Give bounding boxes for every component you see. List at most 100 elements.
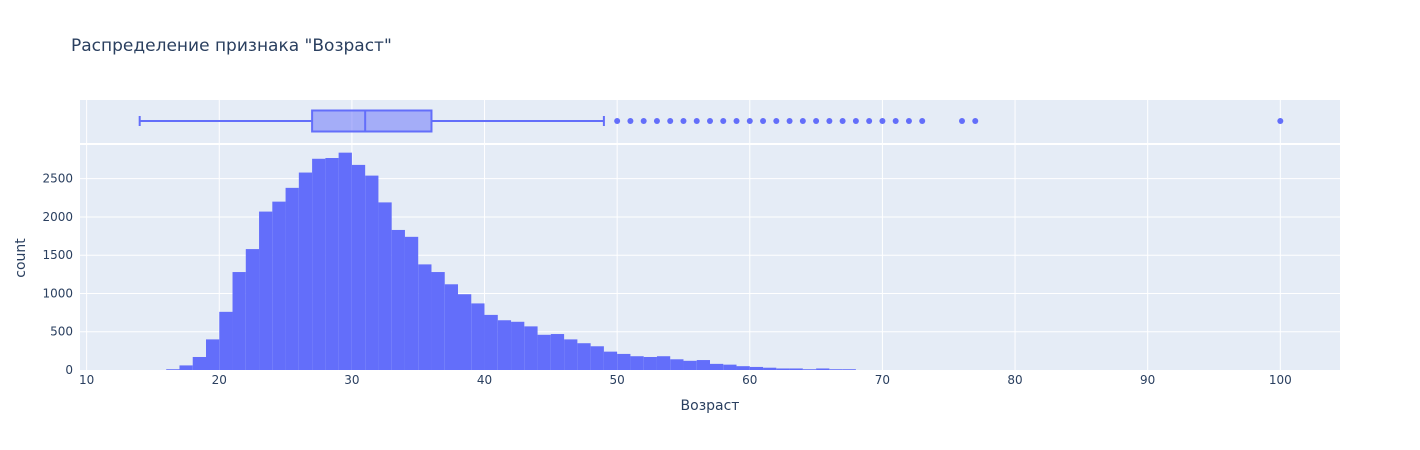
y-tick-label: 500	[50, 325, 73, 339]
y-tick-label: 1500	[42, 248, 73, 262]
histogram-bar	[497, 320, 512, 370]
box-outlier-point	[667, 118, 674, 124]
histogram-bar	[444, 284, 458, 370]
histogram-bar	[617, 353, 631, 370]
histogram-bar	[166, 369, 180, 370]
x-tick-label: 20	[212, 373, 227, 387]
histogram-bar	[285, 187, 299, 370]
y-tick-label: 2500	[42, 172, 73, 186]
box-outlier-point	[786, 118, 793, 124]
box-outlier-point	[839, 118, 846, 124]
histogram-bar	[471, 303, 485, 370]
box-outlier-point	[773, 118, 780, 124]
histogram-bar	[351, 164, 366, 370]
x-axis-label: Возраст	[681, 398, 740, 414]
box-outlier-point	[627, 118, 634, 124]
histogram-bar	[484, 314, 498, 370]
histogram-bar	[179, 365, 193, 370]
histogram-bar	[564, 339, 578, 370]
histogram-bar	[192, 356, 206, 370]
box-outlier-point	[640, 118, 647, 124]
box-outlier-point	[614, 118, 621, 124]
box-outlier-point	[707, 118, 713, 124]
histogram-bar	[776, 368, 790, 370]
box-outlier-point	[866, 118, 873, 124]
x-tick-label: 30	[344, 373, 359, 387]
histogram-bars	[166, 152, 856, 370]
histogram-bar	[749, 366, 764, 370]
histogram-bar	[259, 211, 273, 370]
box-outlier-point	[733, 118, 740, 124]
x-tick-label: 40	[477, 373, 492, 387]
x-axis-ticks: 10 20 30 40 50 60 70 80 90 100	[79, 373, 1292, 387]
histogram-bar	[378, 202, 392, 370]
box-outlier-point	[720, 118, 727, 124]
histogram-bar	[232, 272, 246, 370]
histogram-bar	[683, 360, 697, 370]
histogram-bar	[365, 175, 379, 370]
histogram-bar	[656, 356, 671, 370]
box-outlier-point	[892, 118, 899, 124]
histogram-bar	[590, 346, 604, 370]
histogram-bar	[816, 368, 830, 370]
histogram-bar	[391, 229, 405, 370]
box-outlier-point	[826, 118, 833, 124]
histogram-bar	[802, 369, 817, 370]
histogram-bar	[325, 158, 339, 370]
x-tick-label: 100	[1269, 373, 1292, 387]
histogram-bar	[272, 201, 286, 370]
y-axis-label: count	[13, 238, 29, 278]
histogram-bar	[431, 272, 445, 370]
histogram-bar	[723, 364, 737, 370]
x-tick-label: 90	[1140, 373, 1155, 387]
histogram-bar	[736, 366, 750, 370]
histogram-bar	[458, 294, 472, 370]
histogram-bar	[418, 264, 432, 370]
box-outlier-point	[760, 118, 767, 124]
x-tick-label: 70	[875, 373, 890, 387]
box-outlier-point	[813, 118, 820, 124]
histogram-bar	[206, 339, 220, 370]
x-tick-label: 50	[610, 373, 625, 387]
box-plot	[138, 109, 1284, 133]
box-outlier-point	[852, 118, 859, 124]
box-outlier-point	[879, 118, 886, 124]
histogram-bar	[710, 363, 724, 370]
box-outlier-point	[919, 118, 926, 124]
histogram-bar	[511, 321, 525, 370]
box-outlier-point	[693, 118, 700, 124]
histogram-bar	[298, 172, 313, 370]
y-tick-label: 0	[65, 363, 73, 377]
box-outlier-point	[653, 118, 660, 124]
box-outlier-point	[680, 118, 687, 124]
histogram-bar	[789, 368, 803, 370]
x-tick-label: 10	[79, 373, 94, 387]
x-tick-label: 80	[1007, 373, 1022, 387]
box-outlier-point	[1277, 118, 1284, 124]
x-tick-label: 60	[742, 373, 757, 387]
y-tick-label: 2000	[42, 210, 73, 224]
box-outlier-point	[905, 118, 912, 124]
box-outlier-point	[746, 118, 753, 124]
y-tick-label: 1000	[42, 286, 73, 300]
histogram-bar	[537, 334, 551, 370]
box-outlier-point	[972, 118, 979, 124]
histogram-bar	[829, 369, 843, 370]
histogram-bar	[670, 359, 684, 370]
box-outlier-point	[959, 118, 965, 124]
box-outlier-point	[799, 118, 806, 124]
y-axis-ticks: 0 500 1000 1500 2000 2500	[42, 172, 73, 377]
chart-title: Распределение признака "Возраст"	[71, 36, 392, 56]
histogram-bar	[577, 343, 591, 370]
histogram-bar	[763, 367, 777, 370]
box-iqr	[311, 109, 433, 133]
histogram-bar	[630, 356, 644, 370]
histogram-bar	[404, 236, 419, 370]
histogram-bar	[842, 369, 856, 370]
histogram-bar	[696, 360, 710, 370]
histogram-bar	[245, 249, 260, 370]
histogram-bar	[524, 326, 538, 370]
histogram-bar	[603, 351, 618, 370]
histogram-bar	[643, 356, 657, 370]
